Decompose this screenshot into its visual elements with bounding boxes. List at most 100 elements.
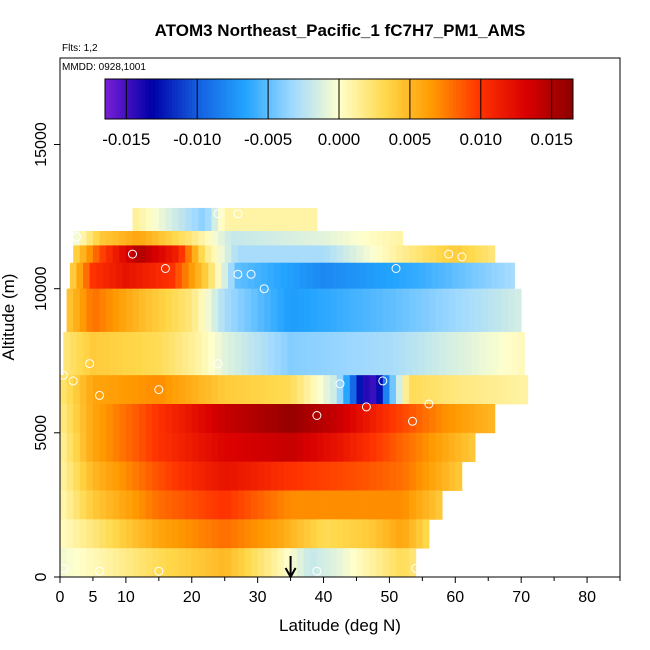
colorbar-segment — [359, 79, 363, 119]
heatmap-cell — [145, 207, 153, 232]
heatmap-cell — [221, 331, 229, 376]
heatmap-cell — [363, 375, 371, 405]
sample-point — [154, 385, 164, 395]
heatmap-cell — [264, 404, 272, 434]
heatmap-cell — [363, 245, 371, 264]
heatmap-cell — [99, 432, 107, 463]
sample-point — [312, 411, 322, 420]
heatmap-cell — [119, 404, 127, 434]
colorbar-segment — [118, 79, 123, 119]
heatmap-cell — [409, 245, 417, 264]
heatmap-cell — [119, 432, 127, 463]
x-tick-label: 30 — [249, 589, 267, 606]
heatmap-cell — [254, 262, 262, 290]
colorbar-tick-label: -0.010 — [173, 130, 221, 149]
colorbar-segment — [542, 79, 547, 119]
y-axis-label: Altitude (m) — [0, 274, 18, 361]
heatmap-cell — [168, 331, 176, 376]
heatmap-cell — [139, 490, 147, 520]
heatmap-cell — [382, 490, 390, 520]
sample-point — [259, 284, 269, 294]
heatmap-cell — [382, 519, 390, 549]
heatmap-cell — [264, 432, 272, 463]
colorbar-segment — [419, 79, 424, 119]
heatmap-cell — [191, 432, 199, 463]
colorbar-segment — [105, 79, 109, 119]
heatmap-cell — [284, 432, 291, 463]
heatmap-cell — [86, 288, 94, 333]
heatmap-cell — [428, 375, 436, 405]
heatmap-cell — [389, 375, 397, 405]
colorbar-segment — [155, 79, 159, 119]
heatmap-cell — [316, 548, 324, 578]
colorbar-segment — [168, 79, 173, 119]
heatmap-cell — [178, 375, 186, 405]
heatmap-cell — [303, 288, 311, 333]
heatmap-cell — [320, 331, 328, 376]
heatmap-cell — [89, 331, 97, 376]
heatmap-cell — [247, 262, 255, 290]
heatmap-cell — [119, 548, 127, 578]
heatmap-cell — [356, 375, 364, 405]
heatmap-cell — [402, 288, 410, 333]
heatmap-cell — [356, 245, 364, 264]
colorbar-segment — [469, 79, 474, 119]
heatmap-cell — [475, 288, 483, 333]
heatmap-cell — [191, 375, 199, 405]
heatmap-cell — [445, 331, 453, 376]
colorbar-segment — [412, 79, 417, 119]
heatmap-cell — [461, 432, 469, 463]
heatmap-cell — [330, 231, 338, 246]
heatmap-cell — [280, 331, 288, 376]
heatmap-cell — [237, 245, 245, 264]
heatmap-cell — [442, 375, 450, 405]
colorbar-segment — [111, 79, 116, 119]
heatmap-cell — [402, 490, 410, 520]
heatmap-cell — [251, 490, 259, 520]
heatmap-cell — [132, 404, 140, 434]
heatmap-cell — [158, 207, 166, 232]
heatmap-cell — [481, 245, 489, 264]
heatmap-cell — [63, 331, 71, 376]
heatmap-cell — [396, 490, 403, 520]
heatmap-cell — [257, 461, 265, 491]
heatmap-cell — [415, 461, 423, 491]
heatmap-cell — [267, 331, 275, 376]
heatmap-cell — [508, 288, 515, 333]
heatmap-cell — [396, 375, 403, 405]
heatmap-cell — [280, 262, 288, 290]
heatmap-cell — [297, 288, 305, 333]
heatmap-cell — [359, 262, 367, 290]
heatmap-cell — [185, 490, 193, 520]
heatmap-cell — [79, 245, 87, 264]
heatmap-cell — [297, 519, 305, 549]
heatmap-cell — [158, 461, 166, 491]
x-tick-label: 60 — [446, 589, 464, 606]
heatmap-cell — [323, 461, 331, 491]
colorbar-segment — [218, 79, 223, 119]
heatmap-cell — [415, 490, 423, 520]
heatmap-cell — [504, 262, 512, 290]
heatmap-cell — [366, 331, 374, 376]
heatmap-cell — [158, 231, 166, 246]
heatmap-cell — [257, 519, 265, 549]
heatmap-cell — [102, 331, 110, 376]
heatmap-cell — [244, 461, 252, 491]
heatmap-cell — [139, 207, 147, 232]
heatmap-cell — [119, 375, 127, 405]
heatmap-cell — [251, 288, 259, 333]
heatmap-cell — [198, 404, 206, 434]
heatmap-cell — [438, 331, 446, 376]
heatmap-cell — [175, 262, 183, 290]
heatmap-cell — [435, 404, 443, 434]
heatmap-cell — [204, 207, 212, 232]
heatmap-cell — [432, 331, 440, 376]
heatmap-cell — [501, 288, 509, 333]
heatmap-cell — [198, 490, 206, 520]
colorbar-segment — [506, 79, 510, 119]
heatmap-cell — [234, 331, 242, 376]
colorbar-segment — [151, 79, 156, 119]
heatmap-cell — [96, 262, 104, 290]
heatmap-cell — [165, 375, 173, 405]
colorbar-segment — [439, 79, 444, 119]
